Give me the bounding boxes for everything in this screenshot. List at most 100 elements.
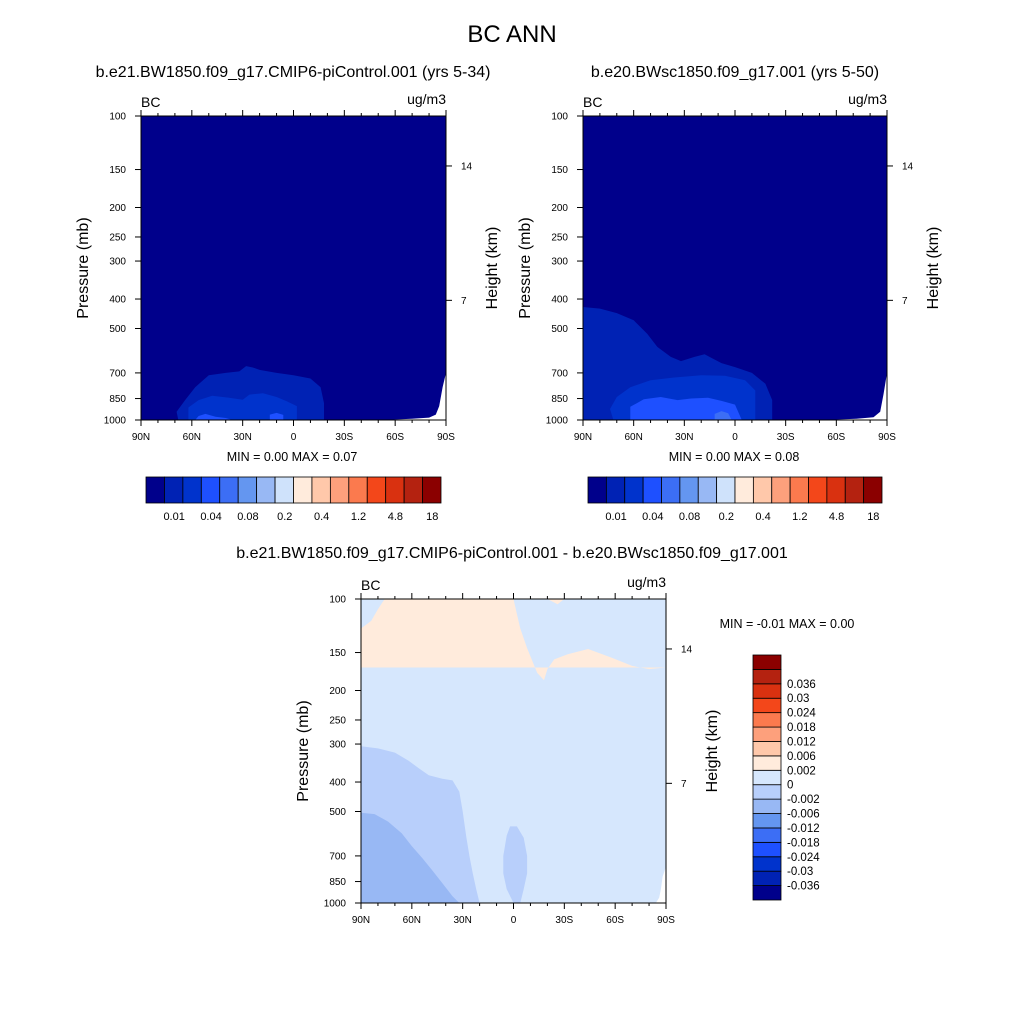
x-tick-label: 60S [606, 915, 624, 926]
y-tick-label: 1000 [104, 416, 127, 427]
colorbar-box [605, 476, 626, 504]
variable-label: BC [583, 94, 602, 110]
colorbar-box [164, 476, 184, 504]
colorbar-box [771, 476, 791, 504]
y-tick-label: 100 [109, 112, 126, 123]
colorbar-label: -0.006 [787, 809, 820, 821]
y-tick-label: 850 [551, 394, 568, 405]
colorbar-box [587, 476, 607, 504]
panel3-chart: b.e21.BW1850.f09_g17.CMIP6-piControl.001… [236, 545, 854, 926]
y-tick-label: 500 [109, 324, 126, 335]
colorbar-label: 0.04 [200, 511, 221, 523]
y-tick-label: 300 [551, 257, 568, 268]
colorbar: 0.036 0.03 0.024 0.018 0.012 0.006 0.002 0 -0.00… [752, 654, 820, 901]
missing-data-region [822, 372, 887, 420]
y-tick-label: 500 [551, 324, 568, 335]
y-tick-label: 300 [109, 257, 126, 268]
contour-region [547, 599, 565, 605]
colorbar-box [752, 798, 782, 814]
plot-area [583, 116, 887, 420]
colorbar-label: 0.08 [237, 511, 258, 523]
colorbar-box [752, 827, 782, 843]
colorbar-box [716, 476, 736, 504]
colorbar-box [293, 476, 313, 504]
contour-region [361, 599, 666, 681]
colorbar-label: -0.018 [787, 837, 820, 849]
contour-region [630, 397, 742, 420]
contour-region [503, 826, 528, 903]
colorbar-box [182, 476, 202, 504]
y-axis-title: Pressure (mb) [295, 700, 312, 801]
colorbar-label: 0.01 [605, 511, 626, 523]
x-tick-label: 30N [453, 915, 471, 926]
colorbar-box [844, 476, 865, 504]
colorbar-box [752, 697, 782, 714]
height-tick-label: 7 [902, 296, 908, 307]
colorbar-box [752, 870, 782, 886]
colorbar-box [752, 669, 782, 685]
variable-label: BC [141, 94, 160, 110]
missing-data-region [381, 372, 446, 420]
colorbar-box [789, 476, 809, 504]
colorbar-box [219, 476, 239, 504]
y-tick-label: 700 [551, 368, 568, 379]
colorbar-box [237, 476, 258, 504]
y-tick-label: 500 [329, 807, 346, 818]
x-tick-label: 90S [437, 432, 455, 443]
x-tick-label: 60S [386, 432, 404, 443]
colorbar-box [624, 476, 644, 504]
contour-background [141, 116, 446, 420]
y-axis-right-title: Height (km) [704, 710, 721, 793]
height-tick-label: 14 [902, 161, 914, 172]
y-tick-label: 700 [329, 851, 346, 862]
plot-area [361, 599, 666, 903]
y-tick-label: 150 [109, 165, 126, 176]
colorbar-box [808, 476, 828, 504]
x-tick-label: 60N [624, 432, 642, 443]
y-tick-label: 200 [329, 686, 346, 697]
colorbar-box [752, 726, 782, 742]
y-axis-right-title: Height (km) [484, 227, 501, 310]
y-tick-label: 850 [329, 877, 346, 888]
colorbar-label: 0.01 [163, 511, 184, 523]
colorbar-label: -0.036 [787, 881, 820, 893]
units-label: ug/m3 [848, 91, 887, 107]
y-tick-label: 150 [329, 648, 346, 659]
colorbar-box [256, 476, 276, 504]
colorbar-label: 4.8 [829, 511, 844, 523]
colorbar-box [385, 476, 405, 504]
panel2-chart: b.e20.BWsc1850.f09_g17.001 (yrs 5-50) BC u… [517, 64, 942, 523]
y-tick-label: 400 [329, 778, 346, 789]
x-tick-label: 0 [291, 432, 297, 443]
colorbar-label: 0 [787, 780, 793, 792]
x-tick-label: 30N [675, 432, 693, 443]
contour-region [269, 412, 284, 420]
colorbar-label: 0.024 [787, 708, 816, 720]
colorbar-box [642, 476, 662, 504]
colorbar-box [863, 476, 883, 504]
y-tick-label: 1000 [324, 899, 347, 910]
colorbar-label: 0.4 [314, 511, 329, 523]
x-tick-label: 30S [555, 915, 573, 926]
colorbar-box [274, 476, 294, 504]
height-tick-label: 7 [461, 296, 467, 307]
colorbar-box [145, 476, 165, 504]
contour-region [361, 812, 460, 903]
y-tick-label: 200 [109, 203, 126, 214]
y-tick-label: 400 [109, 295, 126, 306]
colorbar-label: 0.4 [755, 511, 770, 523]
colorbar-box [752, 712, 782, 728]
colorbar-label: 0.04 [642, 511, 663, 523]
y-tick-label: 250 [109, 232, 126, 243]
colorbar: 0.01 0.04 0.08 0.2 0.4 1.2 4.8 18 [145, 476, 442, 523]
contour-region [714, 411, 732, 420]
x-tick-label: 90N [132, 432, 150, 443]
colorbar-label: 0.002 [787, 765, 816, 777]
units-label: ug/m3 [627, 574, 666, 590]
colorbar-box [734, 476, 754, 504]
y-axis-title: Pressure (mb) [75, 217, 92, 318]
panels-container: b.e21.BW1850.f09_g17.CMIP6-piControl.001… [75, 64, 942, 926]
colorbar-box [752, 856, 782, 872]
colorbar-box [200, 476, 221, 504]
